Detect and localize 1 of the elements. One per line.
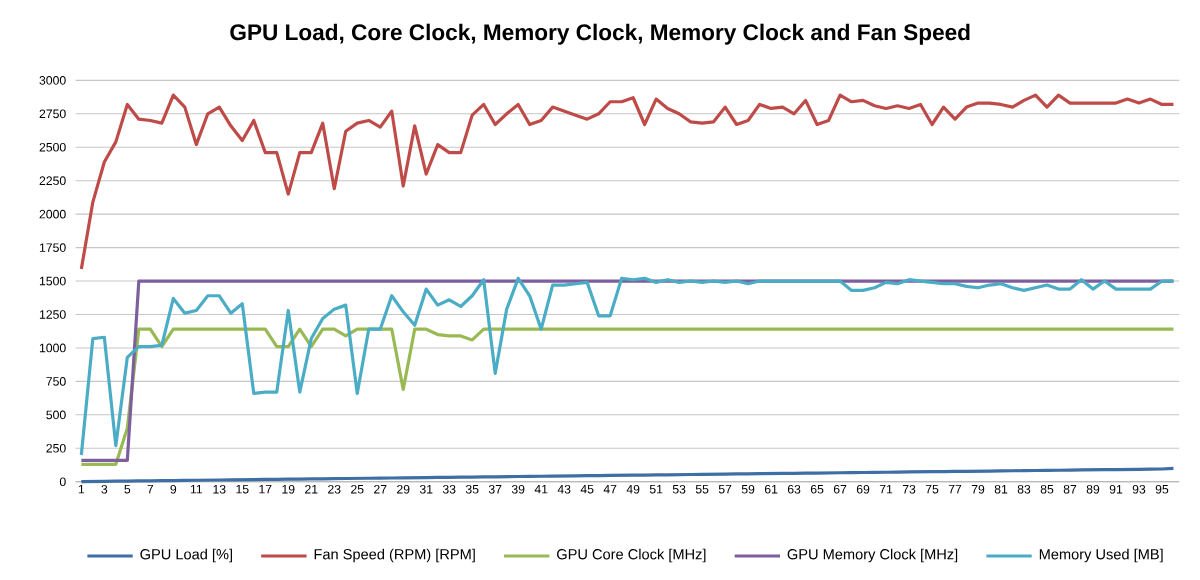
chart-title: GPU Load, Core Clock, Memory Clock, Memory Clock and Fan Speed: [230, 23, 970, 45]
